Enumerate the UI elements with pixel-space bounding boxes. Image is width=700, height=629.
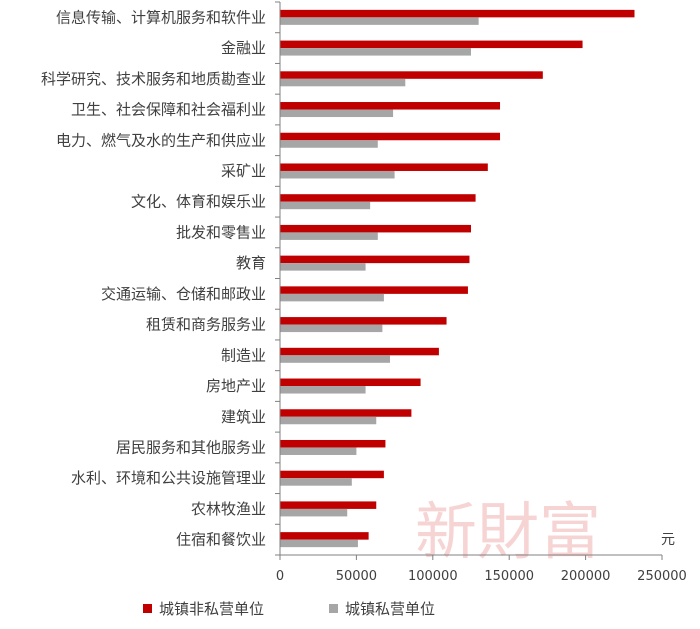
- category-label: 制造业: [221, 346, 266, 364]
- bar-private: [280, 447, 357, 455]
- bar-private: [280, 109, 394, 118]
- bar-private: [280, 355, 391, 363]
- bar-private: [280, 386, 366, 394]
- bar-non-private: [280, 347, 439, 356]
- bar-non-private: [280, 224, 471, 233]
- bar-private: [280, 539, 358, 548]
- bar-private: [280, 478, 352, 486]
- bar-non-private: [280, 439, 386, 448]
- bar-non-private: [280, 317, 447, 325]
- bar-non-private: [280, 132, 501, 141]
- bar-non-private: [280, 378, 421, 387]
- bar-private: [280, 416, 377, 425]
- category-label: 农林牧渔业: [191, 500, 266, 518]
- legend-item-non-private-swatch: [143, 604, 152, 613]
- x-tick-label: 100000: [408, 569, 458, 584]
- category-label: 教育: [236, 254, 266, 272]
- bar-non-private: [280, 409, 412, 417]
- x-tick-label: 250000: [637, 569, 687, 584]
- category-label: 采矿业: [221, 162, 266, 180]
- bar-private: [280, 263, 366, 271]
- category-label: 住宿和餐饮业: [176, 531, 266, 549]
- x-tick-label: 0: [276, 569, 284, 584]
- legend: 城镇非私营单位 城镇私营单位: [143, 600, 435, 618]
- legend-item-private-swatch: [329, 604, 338, 613]
- bar-non-private: [280, 102, 501, 110]
- bar-private: [280, 17, 479, 25]
- category-label: 房地产业: [206, 377, 266, 395]
- category-label: 电力、燃气及水的生产和供应业: [56, 131, 266, 149]
- legend-item-private-label: 城镇私营单位: [345, 600, 435, 618]
- x-axis: 0 50000 100000 150000 200000 250000 元: [275, 1, 687, 584]
- category-label: 批发和零售业: [176, 223, 266, 241]
- bar-non-private: [280, 71, 543, 79]
- category-label: 文化、体育和娱乐业: [131, 193, 266, 211]
- bar-private: [280, 201, 371, 210]
- bars-layer: [280, 9, 635, 548]
- category-label: 建筑业: [221, 408, 266, 426]
- bar-private: [280, 293, 384, 302]
- category-label: 居民服务和其他服务业: [116, 438, 266, 456]
- category-label: 交通运输、仓储和邮政业: [101, 285, 266, 303]
- bar-non-private: [280, 194, 476, 202]
- bar-non-private: [280, 163, 488, 171]
- x-tick-label: 200000: [561, 569, 611, 584]
- category-label: 金融业: [221, 39, 266, 57]
- category-label: 租赁和商务服务业: [146, 316, 266, 334]
- bar-non-private: [280, 255, 470, 264]
- category-label: 信息传输、计算机服务和软件业: [56, 8, 266, 26]
- bar-private: [280, 170, 395, 179]
- category-label: 卫生、社会保障和社会福利业: [71, 101, 266, 119]
- legend-item-non-private-label: 城镇非私营单位: [159, 600, 264, 618]
- bar-non-private: [280, 9, 635, 18]
- bar-private: [280, 232, 378, 240]
- category-label: 科学研究、技术服务和地质勘查业: [41, 70, 266, 88]
- bar-private: [280, 324, 383, 333]
- x-tick-label: 50000: [336, 569, 377, 584]
- bar-non-private: [280, 40, 583, 49]
- bar-private: [280, 48, 471, 56]
- bar-non-private: [280, 532, 369, 540]
- x-tick-label: 150000: [484, 569, 534, 584]
- bar-non-private: [280, 501, 377, 509]
- bar-private: [280, 140, 378, 148]
- watermark: 新財富: [415, 495, 601, 568]
- x-unit-label: 元: [661, 532, 675, 548]
- bar-non-private: [280, 470, 384, 479]
- category-label: 水利、环境和公共设施管理业: [71, 469, 266, 487]
- category-labels: 信息传输、计算机服务和软件业金融业科学研究、技术服务和地质勘查业卫生、社会保障和…: [41, 8, 266, 548]
- bar-private: [280, 508, 348, 517]
- bar-non-private: [280, 286, 468, 294]
- bar-private: [280, 78, 406, 87]
